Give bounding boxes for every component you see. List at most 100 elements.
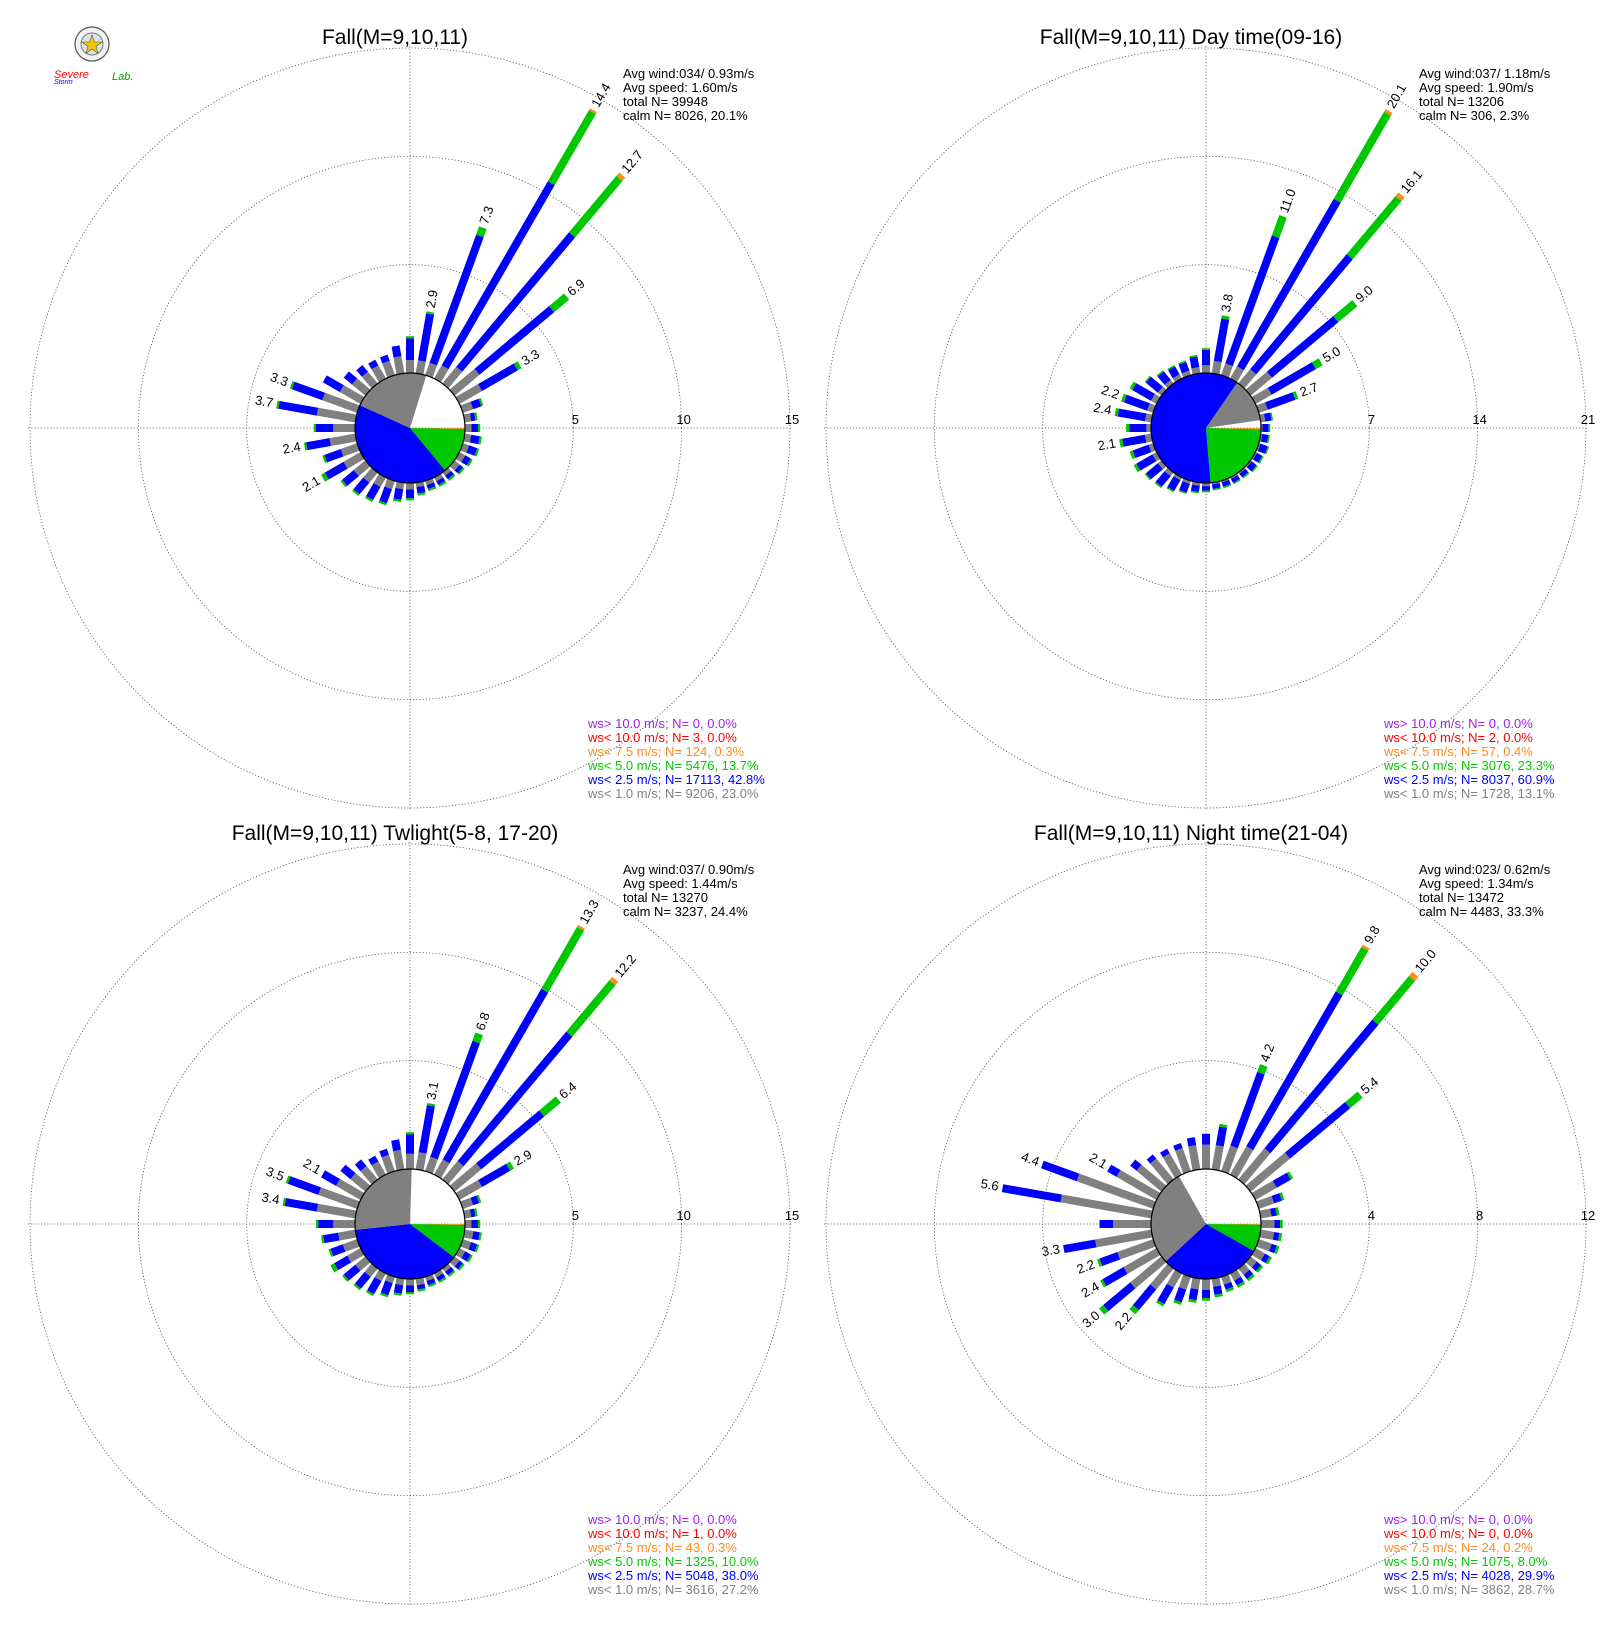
ring-label: 7	[1368, 412, 1375, 427]
petal-segment	[1136, 454, 1157, 471]
petal-segment	[1285, 1102, 1351, 1159]
petal-segment	[371, 1161, 386, 1179]
petal-segment	[393, 1292, 402, 1296]
petal-segment	[616, 172, 626, 181]
petal-segment	[1164, 379, 1174, 389]
calm-pie-slice	[1150, 372, 1238, 483]
petal-segment	[287, 1176, 321, 1195]
petal-segment	[466, 445, 478, 456]
petal-label: 3.3	[1041, 1241, 1061, 1259]
petal-segment	[1190, 1277, 1201, 1290]
petal-segment	[354, 1159, 367, 1172]
petal-segment	[1119, 438, 1124, 448]
petal-segment	[1246, 461, 1257, 472]
petal-segment	[1130, 1159, 1142, 1171]
petal-segment	[1221, 363, 1233, 378]
petal-segment	[393, 498, 402, 503]
petal-segment	[476, 1194, 482, 1203]
petal-label: 2.1	[301, 1155, 324, 1177]
petal-segment	[1225, 1287, 1235, 1293]
petal-segment	[1272, 1232, 1280, 1241]
petal-segment	[368, 359, 379, 370]
petal-segment	[1239, 468, 1249, 478]
petal-segment	[465, 424, 472, 432]
petal-segment	[316, 1220, 319, 1228]
petal-segment	[406, 489, 414, 499]
petal-segment	[1202, 348, 1210, 350]
stats-line: calm N= 8026, 20.1%	[623, 108, 748, 123]
petal-segment	[406, 1132, 414, 1135]
petal-segment	[609, 976, 619, 986]
petal-segment	[1243, 1269, 1254, 1280]
petal-segment	[1259, 1229, 1275, 1240]
petal-segment	[566, 980, 616, 1037]
petal-segment	[1095, 1229, 1153, 1248]
calm-pie-slice	[1206, 428, 1262, 430]
petal-segment	[447, 1270, 456, 1277]
petal-segment	[466, 458, 473, 467]
petal-segment	[415, 1277, 425, 1286]
petal-segment	[455, 1248, 466, 1259]
petal-segment	[371, 365, 386, 383]
petal-segment	[1145, 413, 1153, 423]
petal-segment	[415, 360, 426, 375]
petal-segment	[1129, 1305, 1139, 1315]
petal-segment	[380, 1280, 393, 1296]
petal-label: 4.4	[1019, 1149, 1041, 1169]
petal-segment	[470, 398, 482, 410]
petal-segment	[468, 1242, 478, 1252]
legend-entry: ws< 5.0 m/s; N= 5476, 13.7%	[587, 758, 759, 773]
stats-line: calm N= 4483, 33.3%	[1419, 904, 1544, 919]
petal-segment	[474, 1208, 478, 1217]
petal-segment	[366, 483, 381, 501]
petal-segment	[1202, 1144, 1210, 1169]
petal-segment	[1148, 443, 1156, 453]
petal-segment	[429, 234, 484, 366]
petal-segment	[442, 1161, 464, 1185]
petal-segment	[322, 392, 360, 413]
petal-segment	[1150, 1263, 1174, 1290]
petal-segment	[1255, 1265, 1264, 1273]
petal-segment	[1238, 1148, 1271, 1185]
petal-segment	[1167, 476, 1181, 491]
petal-segment	[478, 436, 482, 445]
petal-segment	[1270, 1207, 1277, 1217]
petal-segment	[328, 1248, 334, 1257]
petal-label: 3.3	[268, 369, 290, 389]
legend-entry: ws< 1.0 m/s; N= 9206, 23.0%	[587, 786, 759, 801]
petal-segment	[324, 461, 348, 480]
calm-pie-slice	[1206, 1224, 1262, 1225]
petal-segment	[1117, 1239, 1156, 1260]
petal-label: 3.1	[423, 1080, 441, 1100]
petal-segment	[342, 470, 359, 486]
stats-line: Avg wind:037/ 0.90m/s	[623, 862, 755, 877]
petal-segment	[478, 363, 518, 391]
ring-label: 8	[1476, 1208, 1483, 1223]
petal-segment	[393, 356, 405, 375]
legend-entry: ws< 1.0 m/s; N= 3616, 27.2%	[587, 1582, 759, 1597]
petal-segment	[455, 384, 483, 404]
legend-entry: ws< 5.0 m/s; N= 1075, 8.0%	[1383, 1554, 1548, 1569]
petal-segment	[460, 401, 474, 413]
petal-segment	[382, 360, 395, 378]
petal-segment	[342, 1239, 360, 1252]
petal-segment	[457, 467, 465, 475]
petal-segment	[1261, 433, 1269, 443]
petal-segment	[428, 1282, 437, 1288]
panel-title: Fall(M=9,10,11) Night time(21-04)	[1034, 822, 1348, 845]
calm-pie-outline	[1150, 372, 1262, 484]
petal-segment	[1100, 1279, 1107, 1288]
petal-segment	[316, 407, 357, 423]
petal-segment	[1001, 1184, 1062, 1203]
petal-label: 20.1	[1384, 81, 1410, 110]
legend-entry: ws< 2.5 m/s; N= 8037, 60.9%	[1383, 772, 1555, 787]
petal-segment	[363, 467, 378, 483]
petal-segment	[474, 412, 478, 421]
petal-segment	[1041, 1160, 1080, 1182]
panel-title: Fall(M=9,10,11) Day time(09-16)	[1040, 26, 1342, 49]
petal-segment	[1136, 1164, 1167, 1192]
petal-segment	[1123, 1248, 1161, 1274]
petal-segment	[1166, 1269, 1182, 1288]
petal-segment	[417, 1288, 426, 1292]
